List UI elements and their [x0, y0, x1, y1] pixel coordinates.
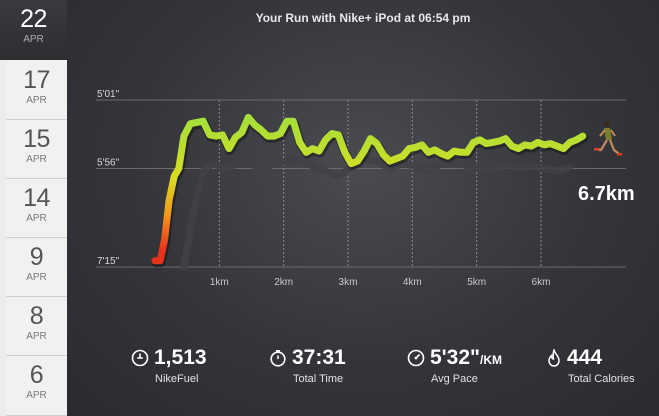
- date-item-apr-15[interactable]: 15 APR: [6, 120, 67, 179]
- flame-icon: [548, 347, 560, 367]
- date-day: 8: [29, 302, 44, 330]
- y-tick-label: 5'56": [97, 158, 120, 169]
- runner-icon: [594, 120, 622, 156]
- nikefuel-label: NikeFuel: [155, 373, 199, 385]
- total-distance-label: 6.7km: [578, 183, 635, 205]
- stopwatch-icon: [270, 349, 286, 367]
- date-month: APR: [26, 95, 47, 106]
- x-tick-label: 6km: [532, 277, 551, 288]
- calories-value: 444: [567, 346, 603, 369]
- date-month: APR: [26, 331, 47, 342]
- nikefuel-value: 1,513: [154, 346, 207, 369]
- avg-pace-value: 5'32": [430, 346, 480, 369]
- x-tick-label: 2km: [274, 277, 293, 288]
- x-tick-label: 3km: [339, 277, 358, 288]
- previous-run-line: [180, 155, 574, 271]
- avg-pace-unit: /KM: [480, 353, 502, 367]
- date-item-apr-8[interactable]: 8 APR: [6, 297, 67, 356]
- total-time-value: 37:31: [292, 346, 346, 369]
- page-title: Your Run with Nike+ iPod at 06:54 pm: [255, 11, 471, 25]
- date-item-apr-14[interactable]: 14 APR: [6, 179, 67, 238]
- nikefuel-stat: 1,513 NikeFuel: [131, 346, 207, 385]
- avg-pace-label: Avg Pace: [431, 373, 478, 385]
- date-item-apr-9[interactable]: 9 APR: [6, 238, 67, 297]
- date-day: 22: [20, 5, 47, 33]
- date-item-apr-17[interactable]: 17 APR: [6, 61, 67, 120]
- date-item-apr-22[interactable]: 22 APR: [0, 0, 67, 60]
- avg-pace-stat: 5'32"/KM Avg Pace: [407, 346, 502, 385]
- date-month: APR: [26, 390, 47, 401]
- calories-label: Total Calories: [568, 373, 635, 385]
- date-day: 6: [29, 361, 44, 389]
- date-day: 14: [23, 184, 50, 212]
- speedometer-icon: [407, 349, 425, 367]
- x-tick-label: 4km: [403, 277, 422, 288]
- total-time-stat: 37:31 Total Time: [269, 346, 346, 385]
- date-day: 17: [23, 66, 50, 94]
- date-month: APR: [26, 213, 47, 224]
- total-time-label: Total Time: [293, 373, 344, 385]
- y-tick-label: 5'01": [97, 89, 120, 100]
- x-tick-label: 5km: [467, 277, 486, 288]
- nikefuel-icon: [131, 349, 149, 367]
- x-tick-label: 1km: [210, 277, 229, 288]
- y-tick-label: 7'15": [97, 256, 120, 267]
- calories-stat: 444 Total Calories: [546, 346, 635, 385]
- date-month: APR: [23, 34, 44, 45]
- date-day: 9: [29, 243, 44, 271]
- pace-line: [151, 113, 587, 265]
- date-month: APR: [26, 154, 47, 165]
- date-item-apr-6[interactable]: 6 APR: [6, 356, 67, 416]
- date-month: APR: [26, 272, 47, 283]
- date-day: 15: [23, 125, 50, 153]
